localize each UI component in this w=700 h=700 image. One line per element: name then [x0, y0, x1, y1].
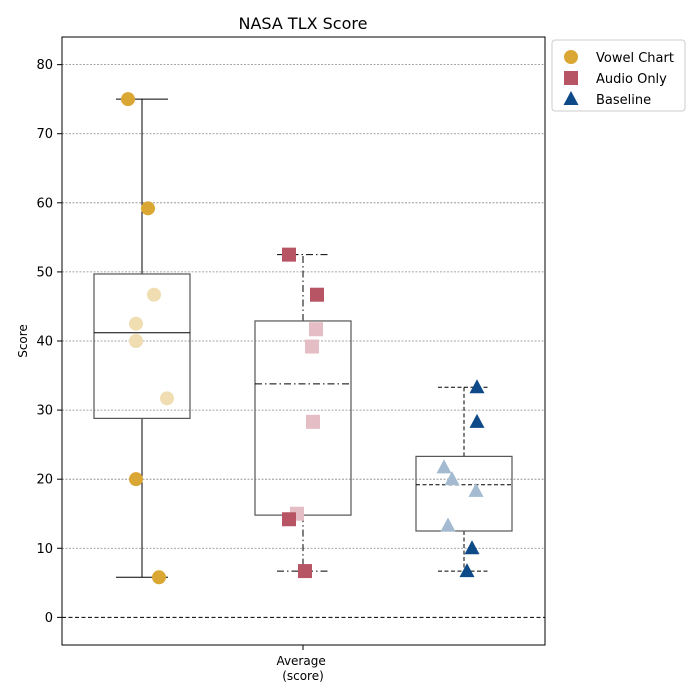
chart-title: NASA TLX Score — [239, 14, 368, 33]
data-point — [310, 287, 324, 302]
y-tick-label: 10 — [36, 542, 53, 557]
y-tick-label: 20 — [36, 473, 53, 488]
y-tick-label: 40 — [36, 335, 53, 350]
y-tick-label: 70 — [36, 127, 53, 142]
data-point — [306, 414, 320, 429]
data-point — [444, 471, 460, 486]
data-point — [436, 459, 452, 474]
data-point — [147, 287, 161, 302]
x-axis-label-line-1: Average — [276, 654, 325, 668]
series-audio-only — [254, 247, 352, 579]
legend: Vowel Chart Audio Only Baseline — [551, 39, 686, 112]
data-point — [160, 391, 174, 406]
series-vowel-chart — [93, 92, 191, 585]
data-point — [305, 339, 319, 354]
y-axis-label: Score — [16, 324, 30, 358]
data-point — [469, 379, 485, 394]
plot-area — [62, 92, 545, 618]
legend-marker — [564, 50, 578, 64]
y-tick-label: 50 — [36, 265, 53, 280]
box — [93, 273, 191, 419]
data-point — [309, 322, 323, 337]
data-point — [282, 512, 296, 527]
data-point — [129, 472, 143, 487]
data-point — [129, 334, 143, 348]
data-point — [141, 201, 155, 216]
legend-marker — [564, 71, 578, 85]
legend-box — [551, 39, 686, 112]
y-tick-label: 80 — [36, 58, 53, 73]
y-tick-label: 30 — [36, 404, 53, 419]
x-axis-label-line-2: (score) — [282, 669, 324, 683]
legend-label: Baseline — [596, 93, 651, 108]
y-axis-ticks: 0 10 20 30 40 50 60 70 80 — [36, 58, 62, 626]
data-point — [129, 316, 143, 331]
data-point — [121, 92, 135, 107]
data-point — [469, 413, 485, 428]
x-axis-label: Average (score) — [276, 654, 329, 683]
y-tick-label: 0 — [45, 611, 53, 626]
data-point — [440, 517, 456, 532]
box — [415, 455, 513, 532]
series-baseline — [415, 379, 513, 578]
data-point — [459, 563, 475, 578]
legend-label: Audio Only — [596, 72, 667, 87]
legend-label: Vowel Chart — [596, 51, 674, 66]
data-point — [298, 564, 312, 579]
plot-frame — [61, 36, 546, 646]
data-point — [282, 247, 296, 262]
data-point — [464, 540, 480, 555]
data-point — [468, 482, 484, 497]
data-point — [152, 570, 166, 585]
legend-marker — [563, 91, 579, 105]
y-tick-label: 60 — [36, 196, 53, 211]
